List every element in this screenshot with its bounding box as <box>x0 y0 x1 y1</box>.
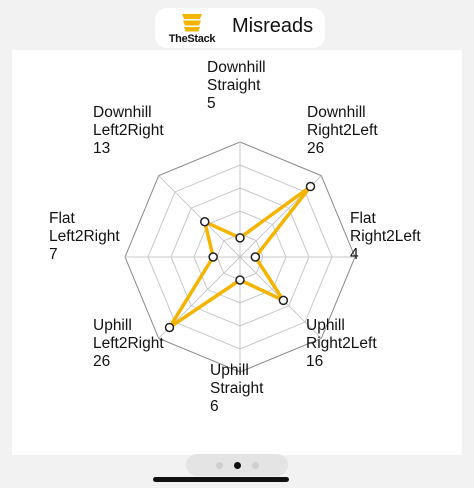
data-point-2 <box>305 181 316 192</box>
page-indicator[interactable] <box>186 454 288 476</box>
axis-label-3: Flat Right2Left 4 <box>350 210 421 264</box>
axis-label-2-line-1: Downhill <box>307 104 366 121</box>
axis-value-3: 4 <box>350 246 359 263</box>
data-point-3 <box>250 252 261 262</box>
radar-chart <box>124 141 356 373</box>
axis-label-1-line-1: Downhill <box>207 59 266 76</box>
axis-label-8: Downhill Left2Right 13 <box>93 104 164 158</box>
page-dot-1[interactable] <box>215 461 223 469</box>
axis-label-1-line-2: Straight <box>207 77 261 94</box>
header: TheStack Misreads <box>155 8 325 48</box>
data-point-6 <box>164 322 175 333</box>
axis-label-5: Uphill Straight 6 <box>210 362 263 416</box>
axis-label-2: Downhill Right2Left 26 <box>307 104 378 158</box>
axis-label-7-line-1: Flat <box>49 210 75 227</box>
axis-label-5-line-2: Straight <box>210 380 264 397</box>
axis-label-2-line-2: Right2Left <box>307 122 378 139</box>
axis-value-6: 26 <box>93 353 111 370</box>
data-point-4 <box>278 295 289 306</box>
axis-label-6-line-1: Uphill <box>93 317 132 334</box>
axis-value-4: 16 <box>306 353 324 370</box>
axis-value-5: 6 <box>210 398 219 415</box>
page-title: Misreads <box>232 15 314 37</box>
logo-text: TheStack <box>168 33 216 45</box>
data-point-5 <box>235 275 245 285</box>
axis-label-5-line-1: Uphill <box>210 362 249 379</box>
axis-label-8-line-1: Downhill <box>93 104 152 121</box>
axis-label-8-line-2: Left2Right <box>93 122 164 139</box>
axis-value-2: 26 <box>307 140 325 157</box>
axis-value-7: 7 <box>49 246 58 263</box>
chart-panel: Downhill Straight 5 Downhill Right2Left 26 Fla… <box>12 50 462 455</box>
axis-label-7-line-2: Left2Right <box>49 228 120 245</box>
axis-label-7: Flat Left2Right 7 <box>49 210 120 264</box>
grid-spoke-8 <box>158 175 241 258</box>
axis-value-8: 13 <box>93 140 111 157</box>
axis-label-6: Uphill Left2Right 26 <box>93 317 164 371</box>
axis-label-4: Uphill Right2Left 16 <box>306 317 377 371</box>
axis-value-1: 5 <box>207 95 216 112</box>
data-point-1 <box>235 233 245 243</box>
data-point-7 <box>208 252 218 262</box>
page-dot-3[interactable] <box>251 461 259 469</box>
stack-logo-icon: TheStack <box>164 11 220 47</box>
home-indicator[interactable] <box>153 477 289 482</box>
axis-label-3-line-2: Right2Left <box>350 228 421 245</box>
axis-label-3-line-1: Flat <box>350 210 376 227</box>
axis-label-4-line-2: Right2Left <box>306 335 377 352</box>
data-point-8 <box>200 217 210 227</box>
page-dot-2-active[interactable] <box>233 461 241 469</box>
axis-label-1: Downhill Straight 5 <box>207 59 266 113</box>
axis-label-4-line-1: Uphill <box>306 317 345 334</box>
axis-label-6-line-2: Left2Right <box>93 335 164 352</box>
